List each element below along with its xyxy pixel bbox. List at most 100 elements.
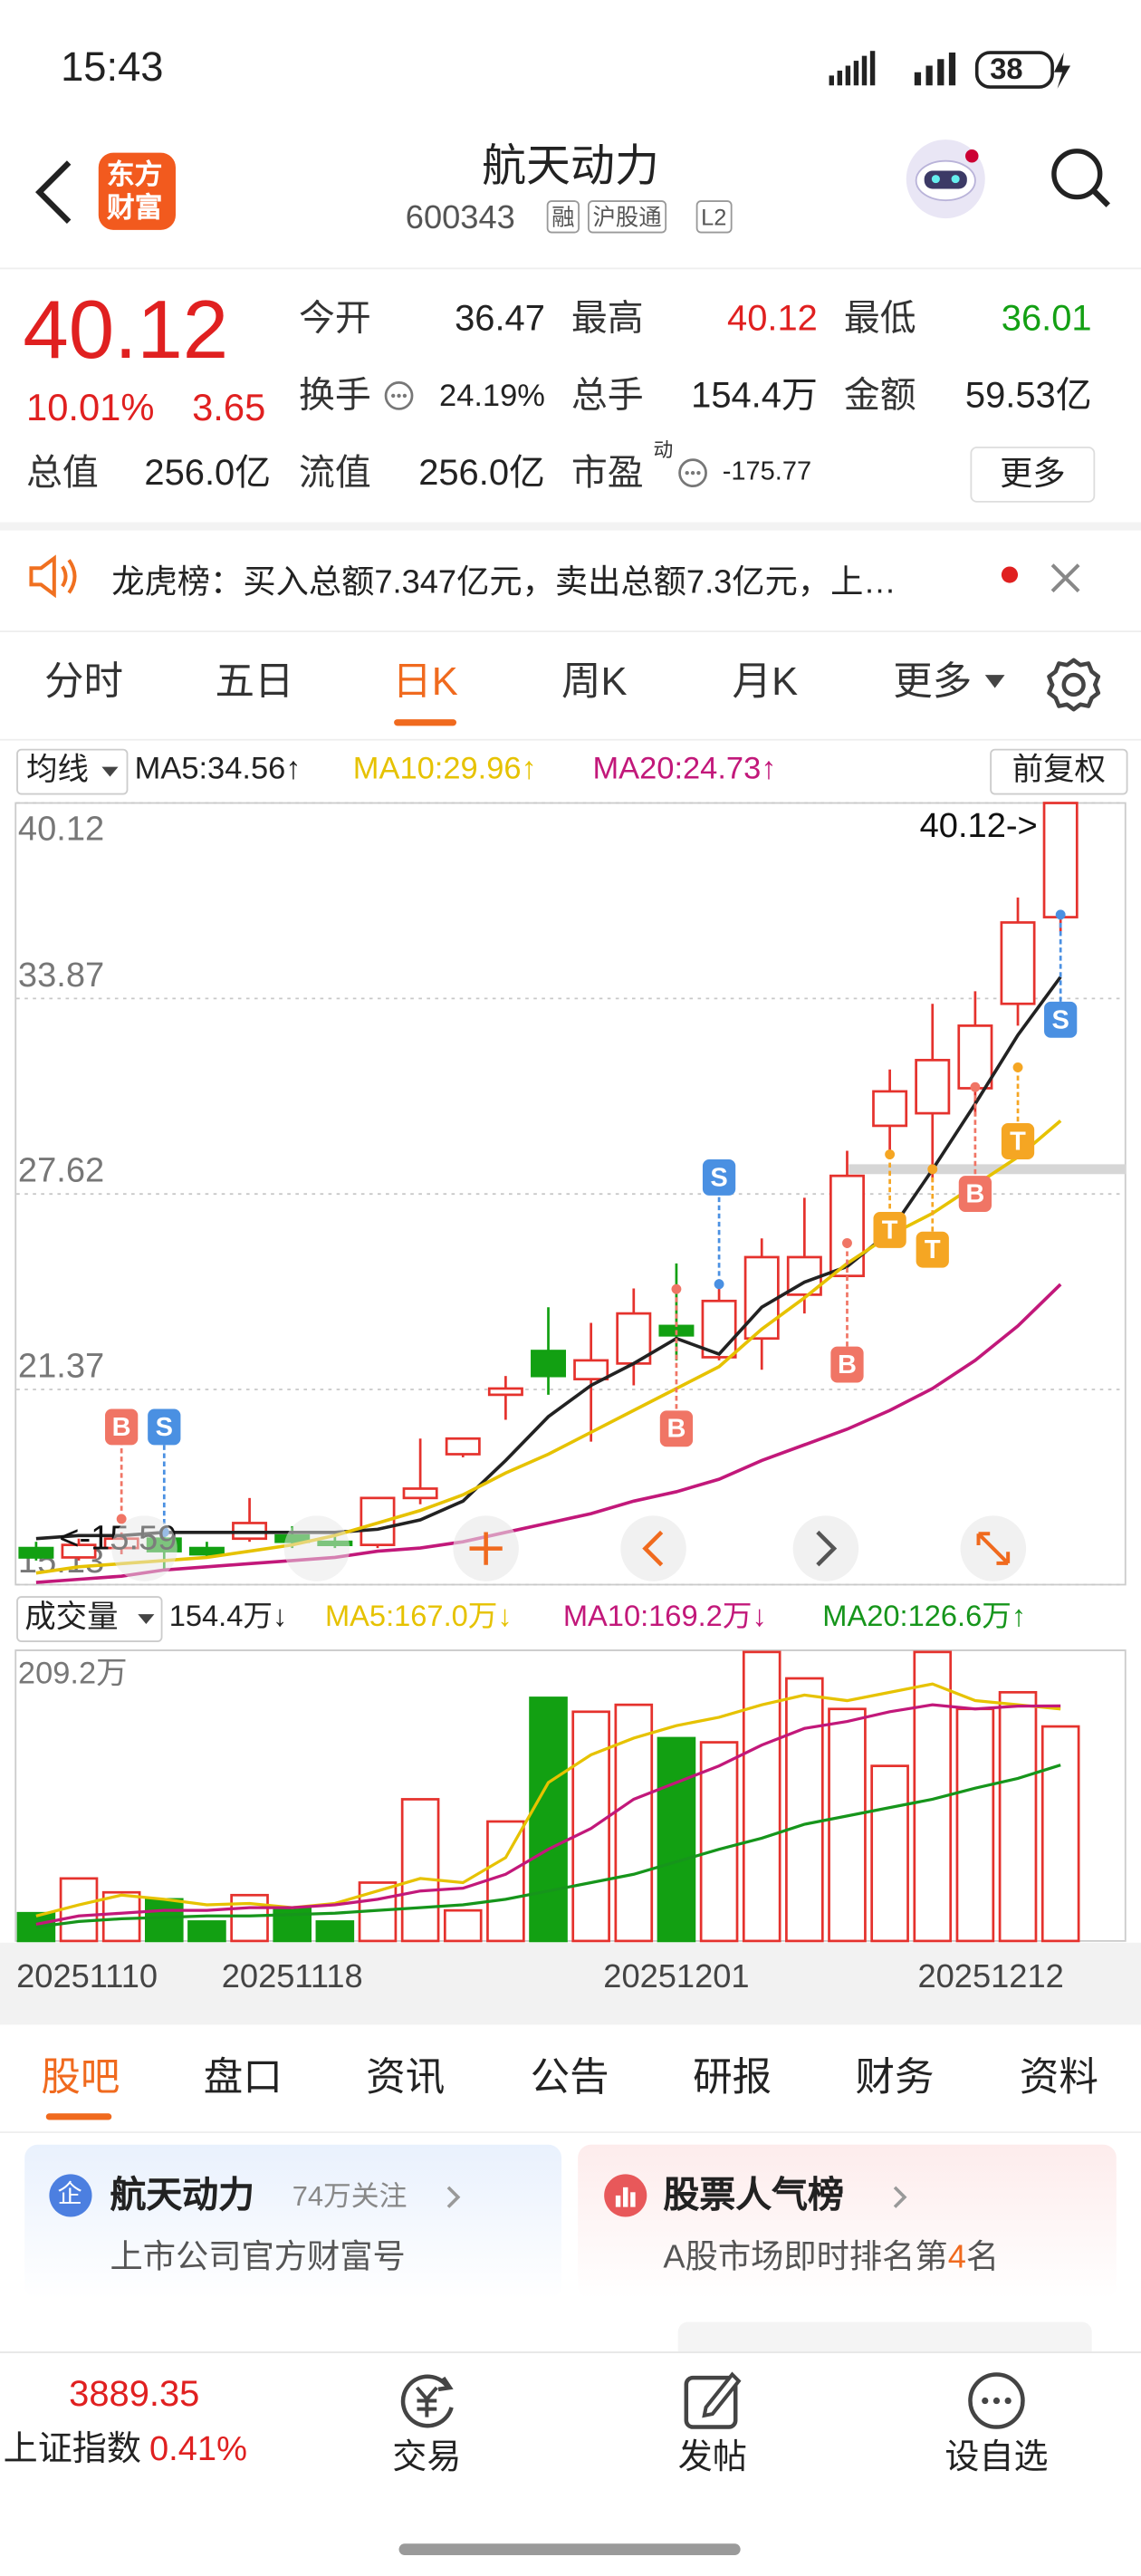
control-circle[interactable]	[111, 1515, 177, 1581]
x-tick-label: 20251212	[917, 1957, 1063, 1994]
adjust-button[interactable]: 前复权	[990, 748, 1128, 795]
content-tab[interactable]: 资讯	[366, 2055, 446, 2100]
signal-dot	[885, 1149, 896, 1159]
signal-label: S	[710, 1163, 727, 1192]
info-icon[interactable]	[382, 380, 415, 412]
volume-bar	[828, 1707, 867, 1943]
unread-dot	[1001, 566, 1019, 583]
volume-bar	[870, 1764, 909, 1943]
stock-tag: L2	[695, 200, 732, 234]
period-tab[interactable]: 更多	[893, 659, 973, 705]
volume-selector[interactable]: 成交量	[16, 1596, 163, 1642]
y-tick-label: 40.12	[18, 810, 104, 848]
volume-bar	[273, 1906, 312, 1943]
period-tab[interactable]: 五日	[215, 659, 294, 705]
back-button[interactable]	[30, 158, 79, 226]
volume-ma-legend: MA10:169.2万↓	[562, 1599, 767, 1633]
content-tab[interactable]: 研报	[693, 2055, 772, 2100]
period-tab-active[interactable]: 日K	[392, 659, 458, 705]
ma-selector[interactable]: 均线	[16, 748, 129, 795]
control-circle[interactable]	[283, 1515, 350, 1581]
close-button[interactable]	[1048, 560, 1084, 596]
card-icon-text: 企	[57, 2180, 82, 2209]
expand-icon	[976, 1532, 1011, 1565]
candle-body	[61, 1543, 97, 1559]
volume-bar	[913, 1650, 953, 1943]
ma-selector-text: 均线	[26, 754, 89, 789]
signal-label: B	[838, 1350, 857, 1379]
scroll-left-button[interactable]	[620, 1515, 686, 1581]
signal-label: S	[156, 1413, 173, 1442]
volume-bar	[571, 1710, 610, 1943]
divider	[0, 267, 1141, 270]
period-tab[interactable]: 周K	[561, 659, 628, 705]
trade-icon[interactable]	[394, 2368, 460, 2434]
nav-item[interactable]: 发帖	[677, 2438, 747, 2476]
content-tab-active[interactable]: 股吧	[41, 2055, 120, 2100]
signal-label: T	[882, 1216, 898, 1245]
partial-panel	[677, 2321, 1092, 2355]
nav-item[interactable]: 设自选	[944, 2438, 1049, 2476]
chevron	[893, 2186, 907, 2208]
stock-code: 600343	[405, 200, 515, 237]
card-meta: 74万关注	[292, 2180, 408, 2213]
field-label: 总值	[26, 451, 99, 493]
y-tick-label: 21.37	[18, 1348, 104, 1386]
candle-body	[872, 1090, 908, 1128]
popularity-card[interactable]: 股票人气榜 A股市场即时排名第4名	[578, 2144, 1117, 2300]
content-tab[interactable]: 公告	[530, 2055, 609, 2100]
active-tab-underline	[45, 2113, 112, 2120]
signal-dot	[714, 1279, 724, 1290]
stock-tag: 沪股通	[588, 200, 667, 234]
nav-item[interactable]: 交易	[392, 2438, 462, 2476]
signal-badge	[916, 1231, 949, 1268]
stock-name: 航天动力	[482, 140, 659, 191]
info-icon[interactable]	[676, 457, 709, 489]
volume-bar	[529, 1697, 568, 1943]
card-rank: 4	[947, 2239, 966, 2276]
candle-body	[445, 1437, 481, 1456]
volume-bar	[101, 1890, 141, 1943]
index-change: 0.41%	[149, 2430, 247, 2468]
signal-dot	[842, 1237, 852, 1248]
chart-controls	[111, 1515, 1027, 1581]
signal-badge	[830, 1346, 864, 1383]
dropdown-arrow	[984, 675, 1005, 688]
plus-icon	[469, 1532, 503, 1565]
stock-tag: 融	[546, 200, 580, 234]
volume-bar	[443, 1908, 483, 1943]
settings-button[interactable]	[1044, 655, 1103, 714]
candle-body	[188, 1546, 225, 1556]
volume-bar	[59, 1877, 99, 1943]
volume-ma-legend: MA20:126.6万↑	[822, 1599, 1027, 1633]
watchlist-icon[interactable]	[964, 2368, 1030, 2434]
field-value: 256.0亿	[144, 451, 272, 493]
assistant-avatar[interactable]	[899, 135, 992, 224]
volume-ma-line	[35, 1682, 1061, 1918]
search-button[interactable]	[1048, 145, 1114, 211]
x-tick-label: 20251110	[16, 1957, 158, 1994]
period-tab[interactable]: 月K	[732, 659, 799, 705]
ma-legend: MA20:24.73↑	[592, 752, 777, 787]
content-tab[interactable]: 财务	[855, 2055, 935, 2100]
scroll-right-button[interactable]	[792, 1515, 859, 1581]
post-icon[interactable]	[680, 2368, 746, 2434]
volume-bar	[230, 1893, 269, 1943]
card-title: 股票人气榜	[663, 2174, 844, 2216]
content-tab[interactable]: 盘口	[203, 2055, 283, 2100]
period-tab[interactable]: 分时	[43, 659, 123, 705]
candle-body	[573, 1359, 609, 1380]
notice-text[interactable]: 龙虎榜：买入总额7.347亿元，卖出总额7.3亿元，上…	[111, 564, 896, 601]
volume-bar	[315, 1920, 355, 1943]
signal-label: S	[1051, 1005, 1069, 1034]
x-tick-label: 20251201	[603, 1957, 749, 1994]
volume-ma-line	[35, 1703, 1061, 1927]
official-account-card[interactable]: 企 航天动力 74万关注 上市公司官方财富号	[24, 2144, 562, 2300]
field-label: 金额	[843, 374, 916, 416]
card-icon	[49, 2174, 92, 2217]
signal-badge	[148, 1408, 181, 1446]
content-tab[interactable]: 资料	[1019, 2055, 1098, 2100]
home-indicator	[398, 2543, 741, 2555]
more-button[interactable]: 更多	[970, 447, 1096, 503]
